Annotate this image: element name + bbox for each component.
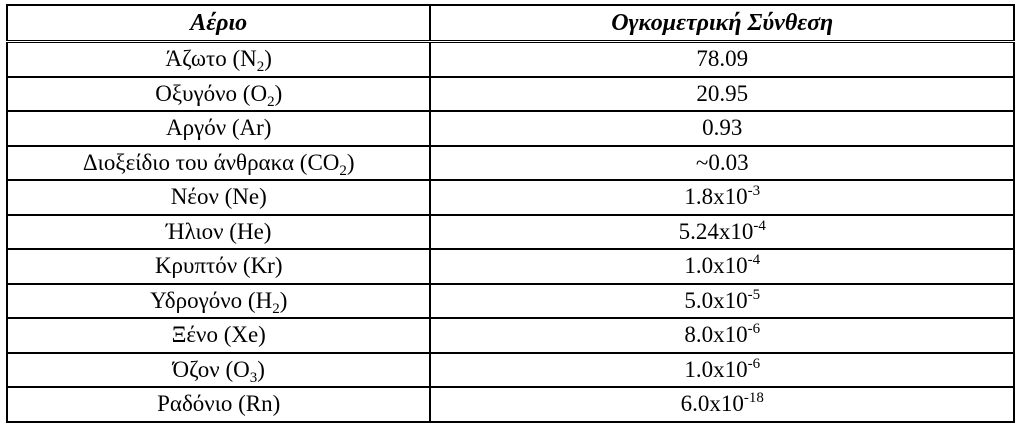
gas-name: Όζον (O	[172, 356, 250, 382]
table-row: Διοξείδιο του άνθρακα (CO2) ~0.03	[5, 144, 1015, 181]
table-row: Ραδόνιο (Rn) 6.0x10-18	[5, 386, 1015, 423]
composition-value: 1.0x10	[684, 253, 748, 279]
composition-value: 6.0x10	[680, 391, 744, 417]
composition-cell: 78.09	[429, 40, 1015, 78]
gas-name-cell: Άζωτο (N2)	[5, 40, 432, 78]
gas-name-close: )	[257, 356, 265, 382]
table-row: Άζωτο (N2) 78.09	[5, 40, 1015, 78]
gas-name: Οξυγόνο (O	[155, 80, 268, 106]
composition-cell: 1.8x10-3	[429, 179, 1015, 216]
gas-name-cell: Νέον (Ne)	[5, 179, 432, 216]
composition-cell: 1.0x10-6	[429, 351, 1015, 388]
header-composition: Ογκομετρική Σύνθεση	[429, 4, 1015, 43]
gas-name: Άζωτο (N	[165, 46, 257, 72]
composition-cell: 6.0x10-18	[429, 386, 1015, 423]
gas-name-cell: Διοξείδιο του άνθρακα (CO2)	[5, 144, 432, 181]
composition-cell: 20.95	[429, 75, 1015, 112]
composition-cell: 5.0x10-5	[429, 282, 1015, 319]
gas-name-cell: Κρυπτόν (Kr)	[5, 248, 432, 285]
composition-exponent: -4	[747, 252, 761, 269]
composition-exponent: -4	[753, 217, 766, 234]
composition-cell: 8.0x10-6	[429, 317, 1015, 354]
composition-value: 0.93	[702, 115, 743, 141]
composition-exponent: -3	[747, 183, 761, 200]
header-row: Αέριο Ογκομετρική Σύνθεση	[5, 4, 1015, 43]
gas-name-cell: Ξένο (Xe)	[5, 317, 432, 354]
gas-name: Νέον (Ne)	[170, 184, 267, 210]
composition-value: 5.0x10	[684, 287, 748, 313]
gas-name: Αργόν (Ar)	[165, 115, 272, 141]
composition-value: 1.0x10	[684, 356, 748, 382]
composition-exponent: -6	[747, 355, 761, 372]
gas-composition-table: Αέριο Ογκομετρική Σύνθεση Άζωτο (N2) 78.…	[5, 4, 1015, 423]
composition-value: 78.09	[696, 46, 749, 72]
gas-name-cell: Υδρογόνο (H2)	[5, 282, 432, 319]
composition-exponent: -18	[743, 390, 764, 407]
table-row: Αργόν (Ar) 0.93	[5, 110, 1015, 147]
gas-name: Ραδόνιο (Rn)	[157, 391, 281, 417]
table-row: Ήλιον (He) 5.24x10-4	[5, 213, 1015, 250]
gas-name-cell: Οξυγόνο (O2)	[5, 75, 432, 112]
gas-name-cell: Αργόν (Ar)	[5, 110, 432, 147]
table-row: Υδρογόνο (H2) 5.0x10-5	[5, 282, 1015, 319]
gas-name-cell: Ραδόνιο (Rn)	[5, 386, 432, 423]
gas-name-cell: Όζον (O3)	[5, 351, 432, 388]
gas-subscript: 2	[267, 93, 275, 110]
gas-name-close: )	[279, 287, 288, 313]
gas-name: Διοξείδιο του άνθρακα (CO	[82, 149, 340, 175]
table-header: Αέριο Ογκομετρική Σύνθεση	[5, 4, 1015, 43]
table-body: Άζωτο (N2) 78.09 Οξυγόνο (O2) 20.95 Αργό…	[5, 40, 1015, 423]
gas-subscript: 2	[339, 162, 347, 179]
table-row: Οξυγόνο (O2) 20.95	[5, 75, 1015, 112]
gas-name-close: )	[346, 149, 355, 175]
gas-name-cell: Ήλιον (He)	[5, 213, 432, 250]
table-row: Κρυπτόν (Kr) 1.0x10-4	[5, 248, 1015, 285]
gas-subscript: 3	[249, 369, 258, 386]
composition-value: 5.24x10	[678, 218, 754, 244]
composition-value: 1.8x10	[684, 184, 748, 210]
gas-name-close: )	[274, 80, 283, 106]
gas-subscript: 2	[272, 300, 280, 317]
gas-name-close: )	[264, 46, 272, 72]
composition-value: ~0.03	[695, 149, 749, 175]
table-row: Ξένο (Xe) 8.0x10-6	[5, 317, 1015, 354]
composition-cell: 5.24x10-4	[429, 213, 1015, 250]
gas-name: Ξένο (Xe)	[171, 322, 266, 348]
composition-cell: ~0.03	[429, 144, 1015, 181]
table-row: Νέον (Ne) 1.8x10-3	[5, 179, 1015, 216]
table-row: Όζον (O3) 1.0x10-6	[5, 351, 1015, 388]
header-gas: Αέριο	[5, 4, 432, 43]
gas-name: Ήλιον (He)	[166, 218, 272, 244]
composition-exponent: -6	[747, 321, 761, 338]
gas-subscript: 2	[256, 59, 265, 76]
composition-cell: 1.0x10-4	[429, 248, 1015, 285]
composition-value: 20.95	[696, 80, 749, 106]
composition-cell: 0.93	[429, 110, 1015, 147]
composition-value: 8.0x10	[684, 322, 748, 348]
composition-exponent: -5	[747, 286, 761, 303]
gas-name: Κρυπτόν (Kr)	[154, 253, 283, 279]
gas-name: Υδρογόνο (H	[150, 287, 273, 313]
